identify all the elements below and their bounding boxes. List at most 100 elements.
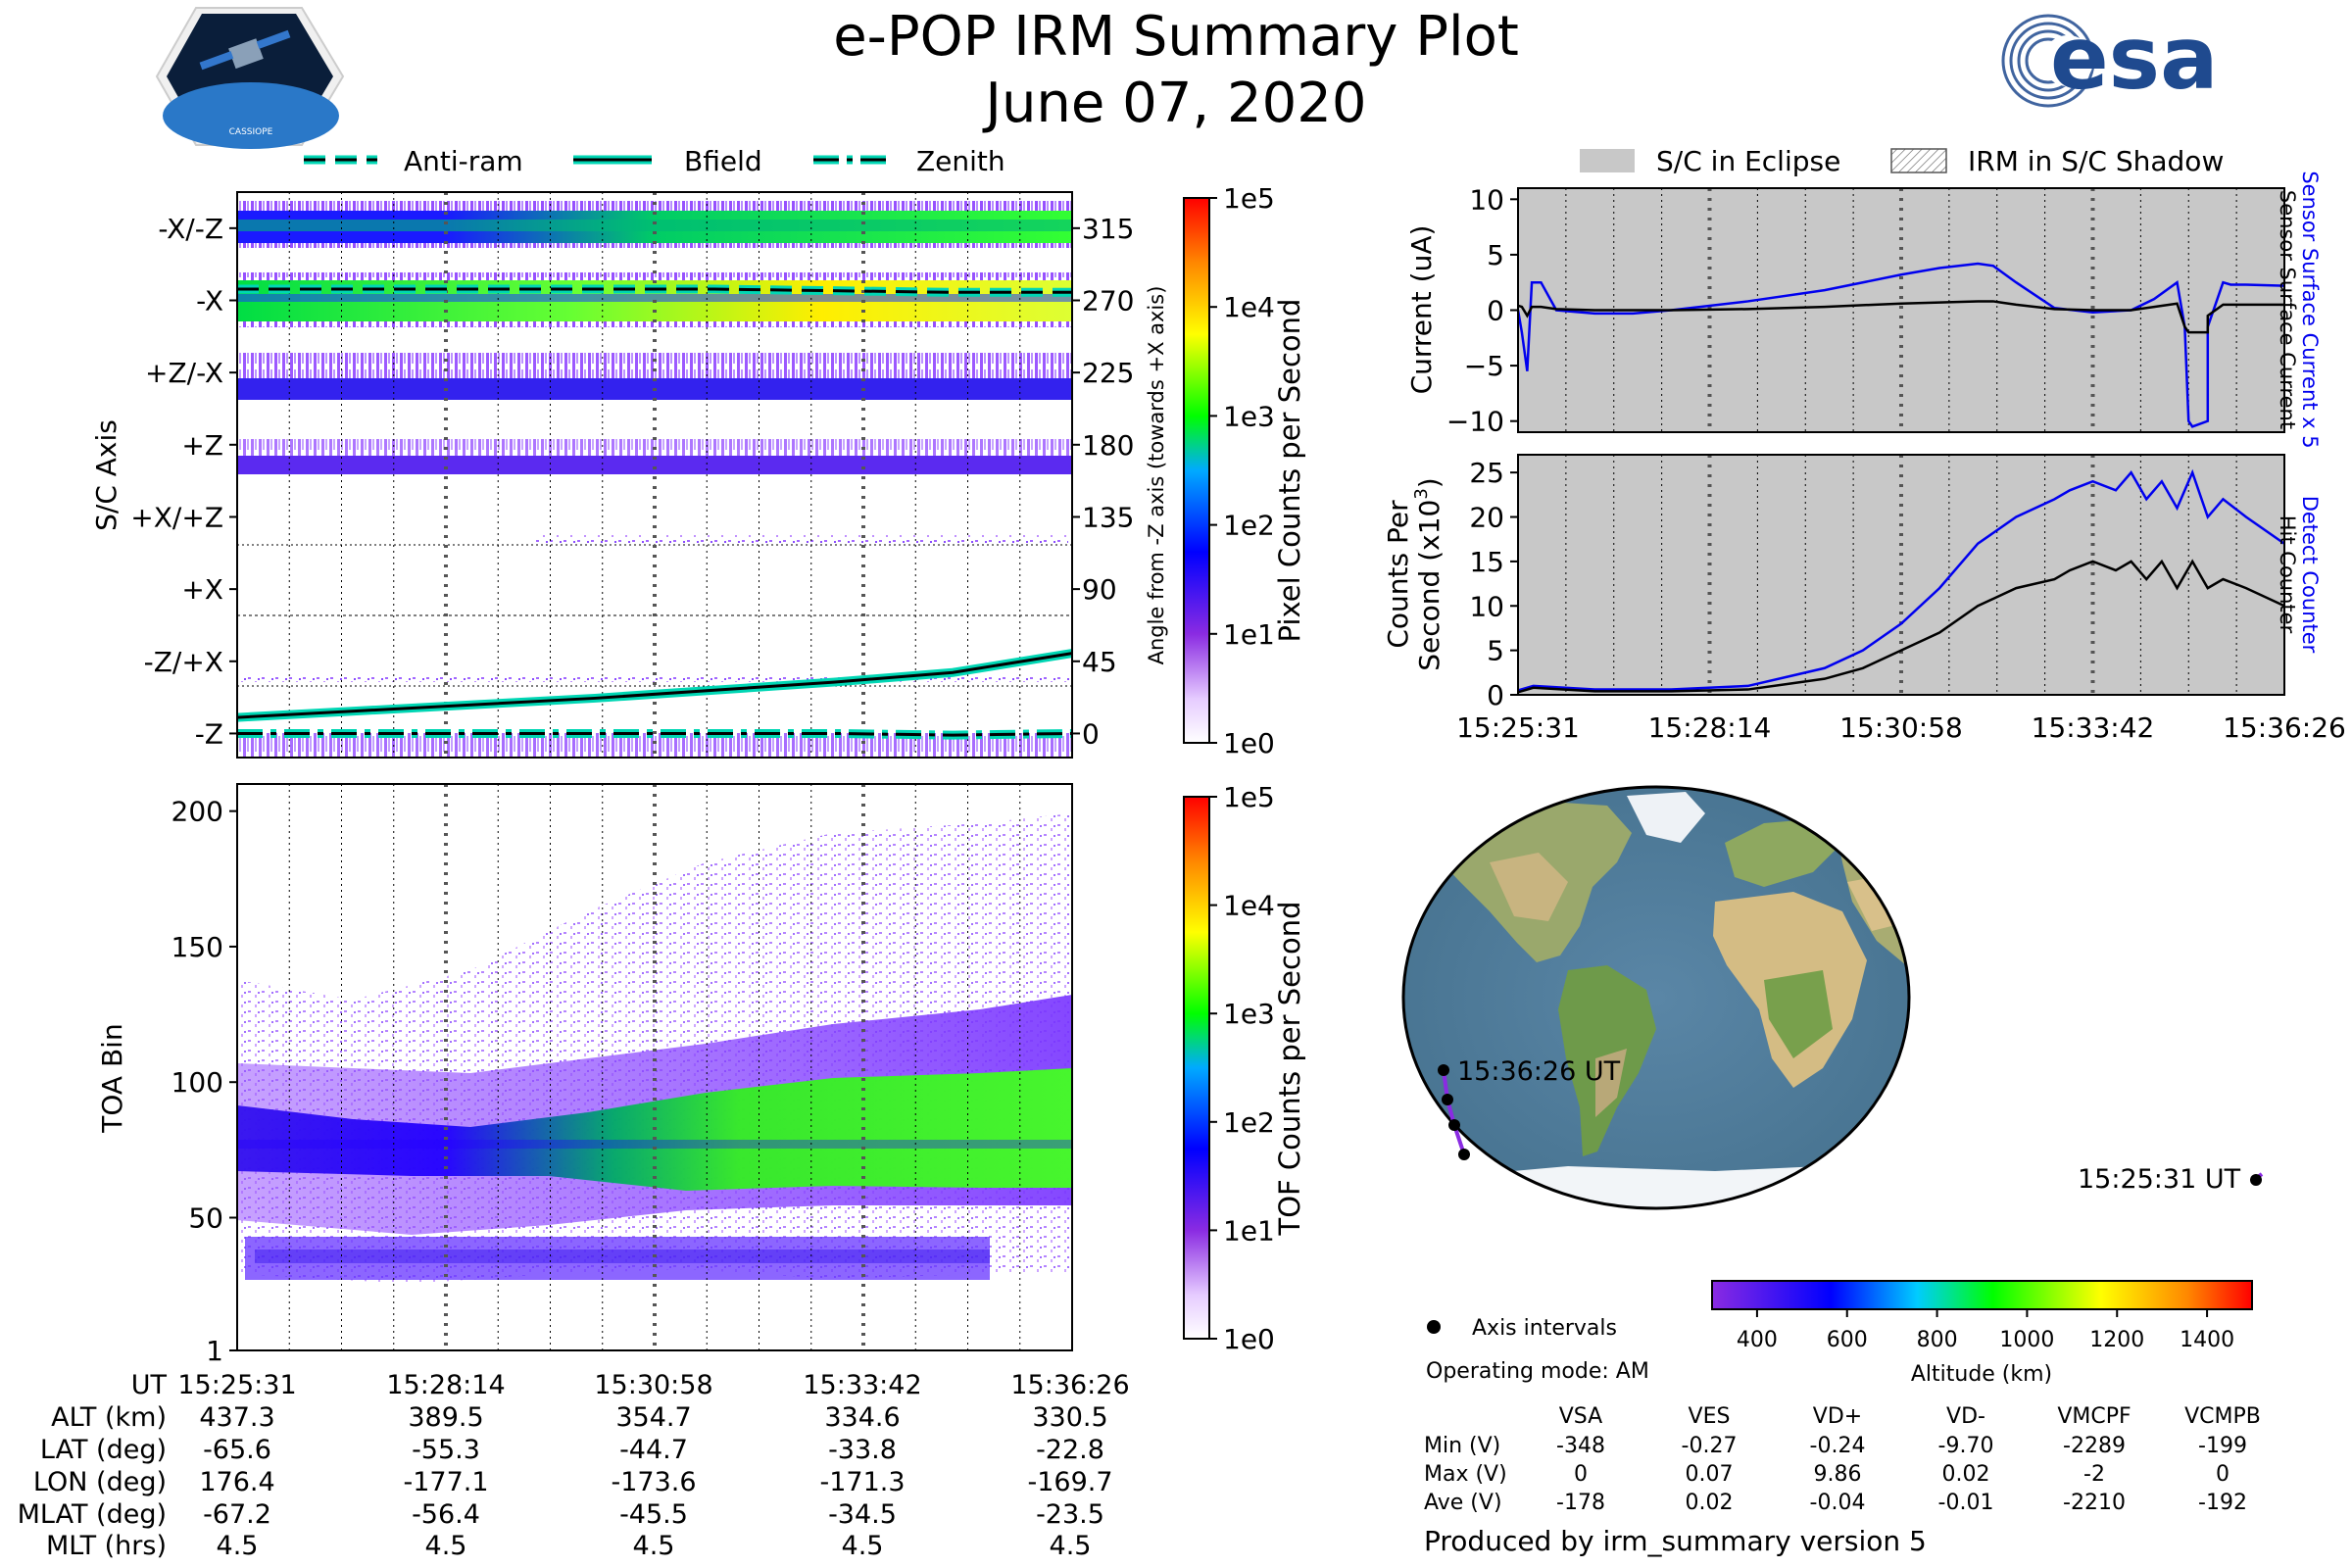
time-tick-label: 15:30:58 <box>594 1370 712 1400</box>
ephemeris-row-label: MLAT (deg) <box>18 1499 167 1530</box>
orbit-track-west <box>1442 1069 1466 1155</box>
counts-right-label-2: Hit Counter <box>2276 515 2299 634</box>
y-tick-label: 10 <box>1469 590 1504 622</box>
time-tick-label: 15:33:42 <box>2032 711 2155 744</box>
ephemeris-cell: -34.5 <box>828 1499 897 1530</box>
axis-tick-label: +X/+Z <box>130 501 223 533</box>
axis-intervals-legend-marker <box>1427 1320 1441 1334</box>
current-y-axis-label: Current (uA) <box>1405 225 1438 395</box>
colorbar-tick-label: 1e1 <box>1223 618 1275 651</box>
eclipse-legend: S/C in Eclipse IRM in S/C Shadow <box>1580 145 2224 177</box>
ephemeris-cell: 4.5 <box>633 1531 675 1561</box>
ephemeris-row-label: LON (deg) <box>33 1467 167 1497</box>
ephemeris-cell: -45.5 <box>619 1499 688 1530</box>
voltage-header: VD+ <box>1813 1404 1862 1429</box>
y-tick-label: 0 <box>1487 679 1504 711</box>
colorbar-tick-label: 1e2 <box>1223 510 1275 542</box>
altitude-tick-label: 1400 <box>2180 1328 2234 1352</box>
ephemeris-cell: 437.3 <box>199 1402 274 1433</box>
hit-counter-line <box>1517 559 2285 694</box>
track-end-label: 15:25:31 UT <box>2078 1164 2241 1195</box>
tof-colorbar: 1e0 1e1 1e2 1e3 1e4 1e5 TOF Counts per Second <box>1183 781 1306 1355</box>
esa-logo: esa <box>2001 8 2218 109</box>
operating-mode: Operating mode: AM <box>1426 1359 1649 1384</box>
toa-tick-label: 150 <box>172 931 223 963</box>
colorbar-tick-label: 1e1 <box>1223 1214 1275 1247</box>
ephemeris-cell: 389.5 <box>408 1402 483 1433</box>
counts-y-axis-label-1: Counts Per <box>1382 500 1414 649</box>
ephemeris-cell: 354.7 <box>615 1402 691 1433</box>
voltage-header: VD- <box>1946 1404 1985 1429</box>
plot-title: e-POP IRM Summary Plot <box>833 5 1519 69</box>
current-right-label-1: Sensor Surface Current x 5 <box>2298 171 2322 448</box>
voltage-header: VES <box>1689 1404 1731 1429</box>
europe <box>1725 818 1842 887</box>
ephemeris-cell: 176.4 <box>199 1467 274 1497</box>
anti-ram-legend-label: Anti-ram <box>404 145 523 177</box>
shadow-legend-label: IRM in S/C Shadow <box>1968 145 2224 177</box>
voltage-header: VMCPF <box>2057 1404 2131 1429</box>
ephemeris-cell: -44.7 <box>619 1435 688 1465</box>
voltage-cell: 0.02 <box>1942 1462 1990 1487</box>
footer-text: Produced by irm_summary version 5 <box>1424 1525 1927 1557</box>
detect-counter-line <box>1517 468 2285 692</box>
angle-tick-label: 0 <box>1082 717 1100 750</box>
axis-tick-label: -Z/+X <box>144 646 223 678</box>
counts-y-axis-label-sup: 3 <box>1411 488 1432 499</box>
angle-tick-label: 315 <box>1082 213 1134 245</box>
ephemeris-cell: -33.8 <box>828 1435 897 1465</box>
time-tick-label: 15:25:31 <box>1456 711 1580 744</box>
voltage-cell: -2289 <box>2063 1434 2126 1458</box>
time-tick-label: 15:36:26 <box>1010 1370 1129 1400</box>
voltage-cell: -9.70 <box>1938 1434 1994 1458</box>
australia <box>1901 1029 1909 1098</box>
time-tick-label: 15:36:26 <box>2223 711 2346 744</box>
voltage-cell: -0.24 <box>1810 1434 1866 1458</box>
time-tick-label: 15:33:42 <box>803 1370 921 1400</box>
toa-tick-label: 100 <box>172 1066 223 1099</box>
cassiope-logo: CASSIOPE <box>155 7 345 149</box>
colorbar-tick-label: 1e0 <box>1223 1323 1275 1355</box>
toa-tick-label: 200 <box>172 796 223 828</box>
axis-interval-point <box>2250 1174 2262 1186</box>
altitude-colorbar-label: Altitude (km) <box>1911 1362 2052 1387</box>
ephemeris-cell: 330.5 <box>1032 1402 1107 1433</box>
voltage-cell: -2210 <box>2063 1491 2126 1515</box>
ephemeris-cell: 334.6 <box>824 1402 900 1433</box>
angle-tick-label: 45 <box>1082 646 1117 678</box>
time-tick-label: 15:28:14 <box>1648 711 1772 744</box>
time-tick-label: 15:28:14 <box>386 1370 505 1400</box>
ephemeris-row-label: LAT (deg) <box>40 1435 167 1465</box>
axis-interval-point <box>1458 1149 1470 1160</box>
toa-y-axis-label: TOA Bin <box>96 1023 128 1133</box>
axis-tick-label: -X <box>196 284 223 317</box>
voltage-cell: -0.04 <box>1810 1491 1866 1515</box>
ephemeris-cell: -55.3 <box>412 1435 480 1465</box>
bfield-legend-label: Bfield <box>684 145 762 177</box>
voltage-header: VCMPB <box>2184 1404 2261 1429</box>
anti-ram-line <box>237 287 1072 294</box>
voltage-cell: -2 <box>2083 1462 2105 1487</box>
ephemeris-cell: 4.5 <box>1050 1531 1092 1561</box>
axis-tick-label: +Z <box>181 429 223 462</box>
voltage-cell: 0.07 <box>1686 1462 1734 1487</box>
axis-tick-label: +X <box>181 573 223 606</box>
altitude-tick-label: 1000 <box>1999 1328 2054 1352</box>
counts-y-axis-label-close: ) <box>1413 477 1446 488</box>
current-right-label-2: Sensor Surface Current <box>2276 190 2299 429</box>
pixel-angle-panel: S/C Axis Angle from -Z axis (towards +X … <box>90 191 1168 759</box>
colorbar-tick-label: 1e0 <box>1223 727 1275 760</box>
counts-panel: 25 20 15 10 5 015:25:31 15:28:14 15:30:58 15:33:… <box>1382 454 2346 744</box>
zenith-legend-label: Zenith <box>916 145 1005 177</box>
colorbar-tick-label: 1e2 <box>1223 1106 1275 1139</box>
colorbar-tick-label: 1e4 <box>1223 890 1275 922</box>
colorbar-tick-label: 1e5 <box>1223 182 1275 215</box>
ephemeris-cell: 4.5 <box>842 1531 884 1561</box>
axis-interval-point <box>1448 1119 1460 1131</box>
colorbar-tick-label: 1e5 <box>1223 781 1275 813</box>
axis-intervals-legend-label: Axis intervals <box>1472 1316 1617 1341</box>
voltage-row-label: Ave (V) <box>1424 1491 1502 1515</box>
altitude-tick-label: 800 <box>1917 1328 1958 1352</box>
